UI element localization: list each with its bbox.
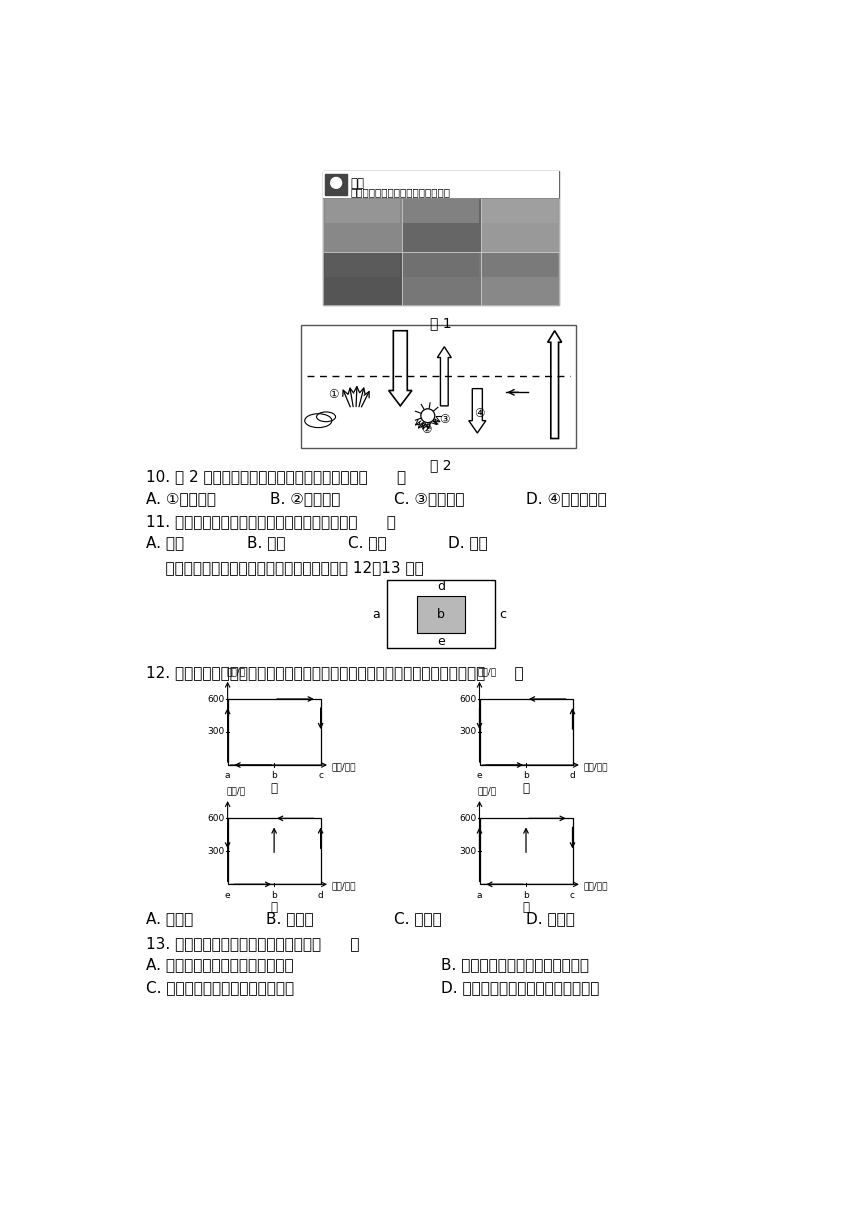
Text: a: a	[372, 608, 380, 620]
Text: 600: 600	[459, 694, 476, 704]
Text: a: a	[476, 890, 482, 900]
Bar	[324, 199, 400, 224]
Text: ①: ①	[329, 388, 339, 401]
Text: b: b	[271, 890, 277, 900]
FancyArrow shape	[389, 331, 412, 406]
Bar	[325, 174, 347, 196]
Text: 600: 600	[207, 694, 224, 704]
Text: 乙: 乙	[523, 782, 530, 795]
Bar	[482, 253, 558, 277]
Text: 丁: 丁	[523, 901, 530, 914]
Text: d: d	[569, 771, 575, 781]
Bar	[482, 199, 558, 224]
Text: 600: 600	[207, 814, 224, 823]
Text: e: e	[437, 635, 445, 648]
Bar	[323, 170, 559, 305]
Text: 12. 下列各图示意湖泊与周边陆地之间的热力环流剖面，与实际情况最相符的是（      ）: 12. 下列各图示意湖泊与周边陆地之间的热力环流剖面，与实际情况最相符的是（ ）	[146, 665, 524, 680]
Text: 海拔/米: 海拔/米	[226, 668, 245, 676]
Text: 300: 300	[459, 727, 476, 737]
Text: 600: 600	[459, 814, 476, 823]
Text: 距离/千米: 距离/千米	[331, 882, 356, 890]
Text: c: c	[318, 771, 323, 781]
Text: 11. 为防止田间小麦遭受霜冻，可采取的措施是（      ）: 11. 为防止田间小麦遭受霜冻，可采取的措施是（ ）	[146, 514, 396, 529]
Text: b: b	[271, 771, 277, 781]
Bar	[481, 252, 559, 305]
Text: 300: 300	[207, 727, 224, 737]
Text: A. 夜晚湖泊中心降水概率较周边小: A. 夜晚湖泊中心降水概率较周边小	[146, 957, 294, 973]
Text: C. 白天湖泊中心降水概率较周边小: C. 白天湖泊中心降水概率较周边小	[146, 980, 294, 996]
Text: 海拔/米: 海拔/米	[226, 787, 245, 795]
FancyArrow shape	[469, 389, 486, 433]
Text: A. 甲、乙: A. 甲、乙	[146, 911, 194, 927]
Bar	[301, 325, 576, 447]
Bar	[323, 170, 559, 198]
Text: 超人: 超人	[351, 178, 365, 191]
Text: d: d	[437, 580, 445, 593]
Text: B. 施肥: B. 施肥	[247, 535, 286, 551]
Text: ④: ④	[474, 407, 484, 420]
Circle shape	[331, 178, 341, 188]
Text: C. 甲、丙: C. 甲、丙	[394, 911, 442, 927]
Text: A. 灌水: A. 灌水	[146, 535, 184, 551]
Text: c: c	[500, 608, 507, 620]
Text: ②: ②	[421, 423, 432, 437]
Text: 好一副无比宽大的距离的五彩织锦。: 好一副无比宽大的距离的五彩织锦。	[351, 187, 451, 197]
Text: A. ①大气反射: A. ①大气反射	[146, 491, 216, 506]
Bar	[228, 818, 321, 884]
Text: 10. 图 2 数码所示环节与晚霞形成密切相关的是（      ）: 10. 图 2 数码所示环节与晚霞形成密切相关的是（ ）	[146, 469, 407, 484]
Text: e: e	[224, 890, 230, 900]
Text: 图 1: 图 1	[430, 316, 452, 330]
Bar	[386, 580, 495, 648]
Bar	[403, 253, 479, 277]
Text: b: b	[523, 771, 529, 781]
Bar	[228, 699, 321, 765]
Text: B. ②大气吸收: B. ②大气吸收	[270, 491, 341, 506]
Text: b: b	[437, 608, 445, 620]
Bar	[403, 199, 479, 224]
Text: B. 丙、丁: B. 丙、丁	[267, 911, 314, 927]
Bar	[402, 252, 481, 305]
Text: 海拔/米: 海拔/米	[478, 668, 497, 676]
Text: b: b	[523, 890, 529, 900]
Text: 图 2: 图 2	[430, 458, 452, 473]
Bar	[417, 596, 464, 632]
Text: 距离/千米: 距离/千米	[583, 762, 608, 771]
FancyArrow shape	[548, 331, 562, 439]
Text: 丙: 丙	[271, 901, 278, 914]
FancyArrow shape	[438, 347, 452, 406]
Text: 下图为某湖泊（阴影部分）示意图。据此完成 12～13 题。: 下图为某湖泊（阴影部分）示意图。据此完成 12～13 题。	[146, 561, 424, 575]
Bar	[323, 198, 402, 252]
Text: C. 翻耕: C. 翻耕	[347, 535, 386, 551]
Text: d: d	[317, 890, 323, 900]
Text: 13. 下列有关该地区的叙述，正确的是（      ）: 13. 下列有关该地区的叙述，正确的是（ ）	[146, 936, 359, 951]
Text: D. ④大气逆辐射: D. ④大气逆辐射	[526, 491, 607, 506]
Bar	[481, 198, 559, 252]
Bar	[324, 253, 400, 277]
Bar	[480, 818, 573, 884]
Text: C. ③大气散射: C. ③大气散射	[394, 491, 464, 506]
Bar	[480, 699, 573, 765]
Text: B. 白天沿湖地区多陆风，夜晚相反: B. 白天沿湖地区多陆风，夜晚相反	[440, 957, 589, 973]
Text: 300: 300	[207, 846, 224, 856]
Text: D. 乙、丁: D. 乙、丁	[526, 911, 574, 927]
Text: 距离/千米: 距离/千米	[583, 882, 608, 890]
Text: c: c	[570, 890, 575, 900]
Text: e: e	[476, 771, 482, 781]
Bar	[402, 198, 481, 252]
Bar	[323, 252, 402, 305]
Text: 海拔/米: 海拔/米	[478, 787, 497, 795]
Text: D. 湖泊中心气温日较差较周边地区大: D. 湖泊中心气温日较差较周边地区大	[440, 980, 599, 996]
Text: D. 除草: D. 除草	[449, 535, 488, 551]
Text: 300: 300	[459, 846, 476, 856]
Text: 距离/千米: 距离/千米	[331, 762, 356, 771]
Text: ③: ③	[439, 413, 450, 426]
Text: a: a	[224, 771, 230, 781]
Text: 甲: 甲	[271, 782, 278, 795]
